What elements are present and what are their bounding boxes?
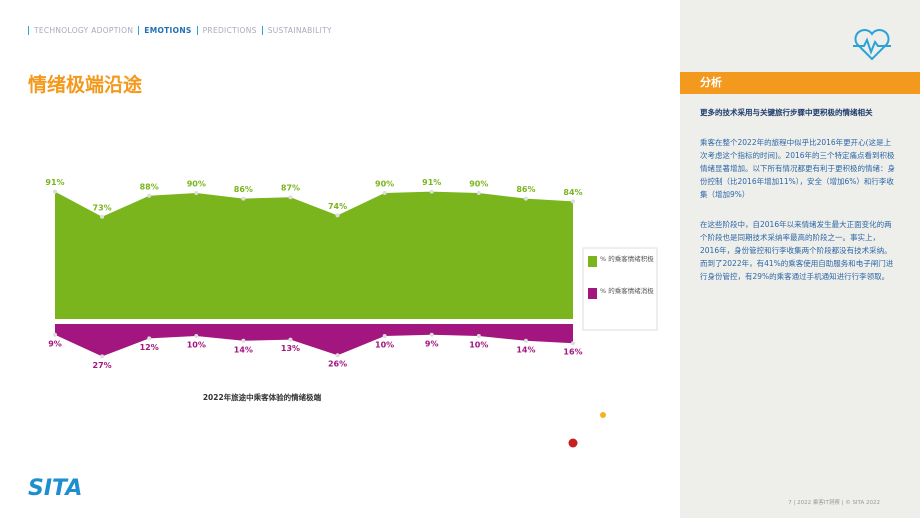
nav-item[interactable]: SUSTAINABILITY [261,26,337,35]
point [476,191,481,195]
point [53,332,57,337]
point [476,334,481,338]
point [241,196,246,201]
nav-item[interactable]: PREDICTIONS [196,26,262,35]
data-label: 14% [234,345,253,354]
data-label: 90% [469,180,488,189]
data-label: 13% [281,344,300,353]
sidebar-heading: 更多的技术采用与关键旅行步骤中更积极的情绪相关 [700,108,873,117]
nav-item[interactable]: TECHNOLOGY ADOPTION [28,26,139,35]
point [288,337,293,342]
nav-item[interactable]: EMOTIONS [138,26,197,35]
point [241,338,246,343]
data-label: 88% [140,182,159,191]
data-label: 91% [422,178,441,187]
point [429,189,434,194]
legend-swatch [588,288,597,299]
data-label: 10% [469,341,488,350]
point [429,332,434,337]
area [55,191,573,319]
point [100,214,105,219]
point [571,341,575,346]
heart-icon [853,29,891,61]
logo: SITA [28,476,83,501]
data-label: 9% [48,339,62,348]
chart-title: 2022年旅途中乘客体验的情绪极端 [203,392,322,402]
point [571,199,575,204]
point [523,196,528,201]
data-label: 86% [234,185,253,194]
data-label: 73% [93,203,112,212]
legend-label: % 的乘客情绪积极 [600,254,654,263]
footer: 7 | 2022 乘客IT洞察 | © SITA 2022 [788,500,880,506]
data-label: 91% [45,178,64,187]
data-label: 14% [516,345,535,354]
point [335,353,340,358]
nav: TECHNOLOGY ADOPTION EMOTIONS PREDICTIONS SU… [28,26,337,35]
legend-label: % 的乘客情绪消极 [600,286,654,295]
point [335,213,340,218]
data-label: 12% [140,343,159,352]
area [55,324,573,357]
point [382,334,387,338]
chart: 2022年旅途中乘客体验的情绪极端 91% 73% 88% 90% 86% 87% 74% 9… [45,178,658,448]
point [100,354,105,359]
point [194,334,199,338]
data-label: 74% [328,202,347,211]
point [147,336,152,341]
data-label: 26% [328,360,347,369]
data-label: 10% [187,341,206,350]
paragraph: 在这些阶段中，自2016年以来情绪发生最大正面变化的两个阶段也是同期技术采纳率最… [700,220,894,281]
data-label: 84% [563,188,582,197]
data-label: 9% [425,339,439,348]
data-label: 10% [375,341,394,350]
point [288,195,293,200]
sidebar: 分析 更多的技术采用与关键旅行步骤中更积极的情绪相关 乘客在整个2022年的旅程… [680,0,920,518]
legend-swatch [588,256,597,267]
page-title: 情绪极端沿途 [28,74,143,96]
legend-box [582,247,658,331]
dot [568,438,578,448]
data-label: 87% [281,184,300,193]
point [147,193,152,198]
dot [600,412,606,418]
data-label: 86% [516,185,535,194]
data-label: 16% [563,348,582,357]
point [382,191,387,195]
paragraph: 乘客在整个2022年的旅程中似乎比2016年更开心(这是上次考虑这个指标的时间)… [700,138,895,199]
point [53,189,57,194]
data-label: 90% [375,180,394,189]
sidebar-tab: 分析 [680,72,920,94]
point [194,191,199,195]
point [523,338,528,343]
data-label: 27% [93,361,112,370]
data-label: 90% [187,180,206,189]
